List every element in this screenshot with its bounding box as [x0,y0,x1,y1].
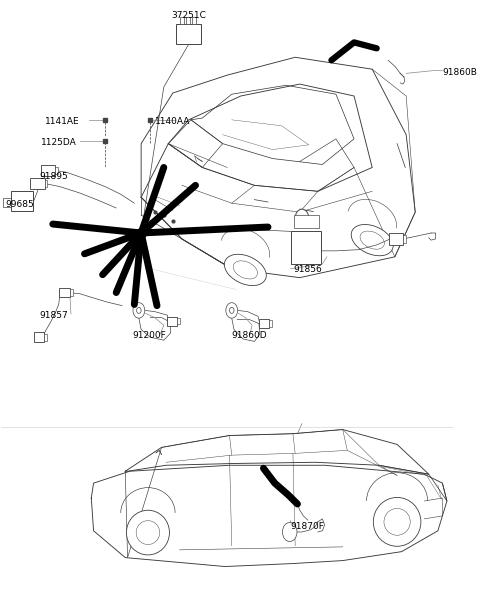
Circle shape [133,303,145,318]
Bar [178,318,180,324]
Ellipse shape [233,261,257,279]
Ellipse shape [360,231,384,249]
Bar [34,333,44,342]
Text: 91200F: 91200F [132,331,166,340]
Bar [30,178,45,189]
Bar [55,167,58,174]
Ellipse shape [373,497,421,546]
Bar [70,289,73,296]
Text: 91860D: 91860D [232,331,267,340]
Text: 91860B: 91860B [443,67,477,76]
Text: 91870F: 91870F [290,522,324,531]
Ellipse shape [126,510,169,555]
Bar [11,190,33,211]
Bar [259,319,269,328]
Text: 91895: 91895 [39,172,68,181]
Bar [192,17,196,24]
Text: 37251C: 37251C [171,11,206,20]
Circle shape [226,303,238,318]
Ellipse shape [295,209,309,227]
Bar [294,215,319,228]
Circle shape [137,307,141,313]
Bar [176,24,202,44]
Bar [180,17,184,24]
Text: 91856: 91856 [293,266,322,275]
Circle shape [229,307,234,313]
Bar [186,17,190,24]
Bar [290,231,322,264]
Text: 1140AA: 1140AA [155,116,190,125]
Text: 99685: 99685 [5,200,34,209]
Bar [269,321,272,327]
Ellipse shape [384,509,410,536]
Text: 91857: 91857 [39,310,68,319]
Circle shape [283,522,297,541]
Bar [45,180,48,187]
Ellipse shape [351,224,393,256]
Bar [41,165,55,176]
Text: 1125DA: 1125DA [41,138,77,147]
Ellipse shape [224,254,266,285]
Bar [44,334,47,340]
Bar [389,233,403,245]
Ellipse shape [136,521,160,544]
Bar [168,316,178,325]
Text: 1141AE: 1141AE [45,116,80,125]
Bar [59,288,70,297]
Bar [403,235,406,243]
